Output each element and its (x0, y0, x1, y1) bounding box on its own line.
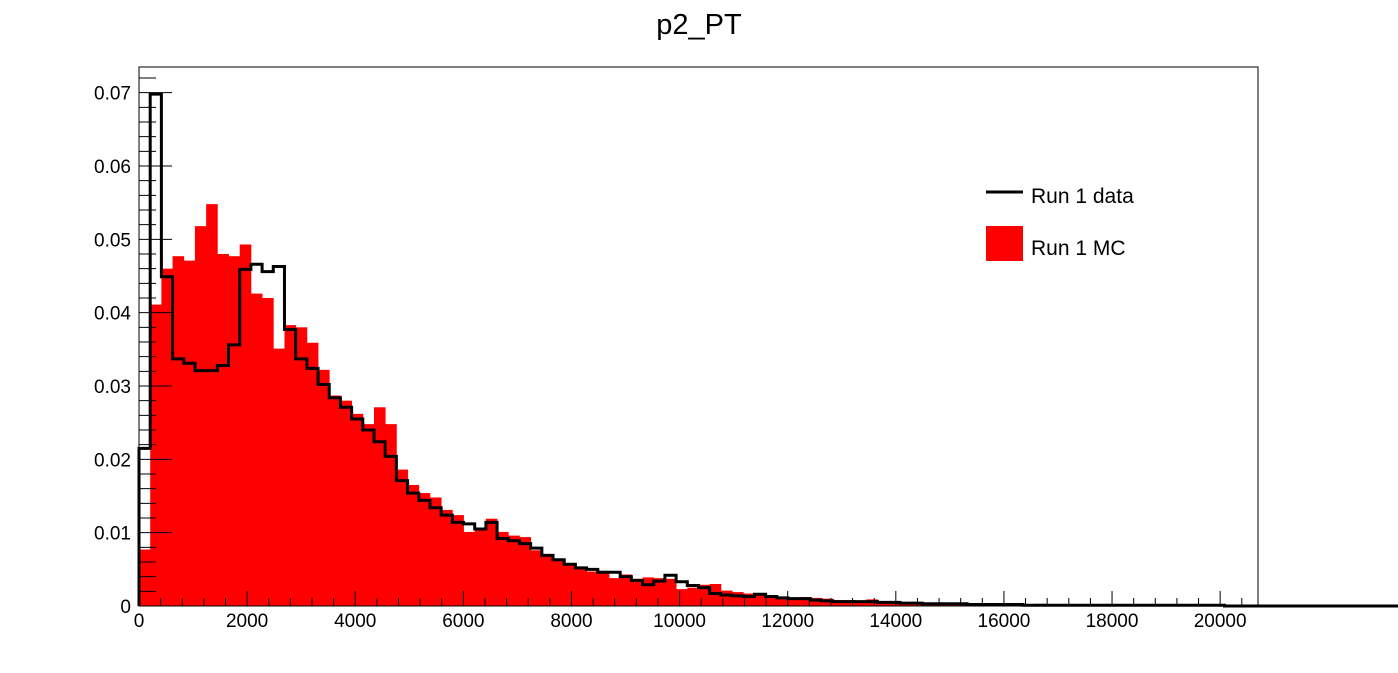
mc-bar (273, 348, 285, 606)
mc-bar (642, 577, 655, 606)
mc-bar (373, 407, 386, 606)
legend-mc-fill-swatch (986, 226, 1023, 261)
y-tick-label: 0.01 (94, 524, 131, 545)
mc-bar (385, 424, 397, 606)
mc-bar (441, 509, 453, 606)
mc-bar (664, 578, 677, 606)
mc-bar (407, 485, 420, 606)
x-axis: 0 2000 4000 6000 8000 10000 12000 14000 16000 180… (134, 591, 1247, 632)
x-tick-label: 16000 (978, 611, 1031, 632)
mc-bar (855, 600, 867, 606)
x-tick-label: 2000 (226, 611, 268, 632)
x-tick-label: 0 (134, 611, 145, 632)
x-tick-label: 12000 (761, 611, 814, 632)
mc-bar (306, 342, 319, 606)
mc-bar (239, 244, 252, 606)
x-tick-label: 20000 (1194, 611, 1247, 632)
mc-bar (575, 567, 587, 606)
mc-bar (262, 298, 274, 606)
mc-bar (329, 395, 341, 606)
mc-bar (687, 587, 699, 606)
legend-mc-label: Run 1 MC (1031, 237, 1126, 260)
mc-bar (139, 549, 151, 606)
y-tick-label: 0.04 (94, 304, 131, 325)
mc-bar (284, 325, 297, 606)
mc-bar (743, 593, 755, 606)
mc-bar (295, 327, 308, 606)
mc-bar (362, 424, 375, 606)
mc-bar (396, 469, 408, 606)
mc-bar (183, 260, 196, 606)
mc-bar (564, 563, 576, 606)
mc-bar (474, 527, 487, 606)
y-tick-label: 0.05 (94, 230, 131, 251)
mc-bar (452, 515, 464, 606)
mc-histogram-bars (139, 204, 1398, 606)
mc-bar (351, 413, 364, 606)
mc-bar (541, 553, 554, 606)
mc-bar (608, 578, 621, 606)
data-step-line (137, 92, 1398, 608)
mc-bar (720, 590, 733, 606)
legend: Run 1 data Run 1 MC (986, 185, 1134, 261)
mc-bar (519, 537, 532, 606)
mc-bar (485, 518, 498, 606)
mc-bar (161, 268, 173, 606)
mc-bar (340, 400, 353, 606)
chart-title: p2_PT (656, 9, 742, 41)
mc-bar (318, 369, 330, 606)
mc-bar (810, 597, 822, 606)
x-tick-label: 4000 (334, 611, 376, 632)
mc-bar (776, 597, 789, 606)
mc-bar (150, 304, 162, 606)
x-tick-label: 10000 (653, 611, 706, 632)
y-tick-label: 0.06 (94, 157, 131, 178)
x-tick-label: 8000 (550, 611, 592, 632)
mc-bar (172, 256, 185, 606)
mc-bar (463, 531, 476, 606)
y-tick-label: 0.03 (94, 377, 131, 398)
mc-bar (653, 578, 666, 606)
mc-bar (194, 226, 207, 606)
mc-bar (597, 570, 610, 606)
mc-bar (206, 204, 218, 606)
legend-data-label: Run 1 data (1031, 185, 1134, 208)
mc-bar (754, 593, 767, 606)
mc-bar (217, 254, 229, 606)
y-tick-label: 0.02 (94, 450, 131, 471)
mc-bar (765, 596, 778, 606)
mc-bar (508, 535, 520, 606)
x-tick-label: 6000 (442, 611, 484, 632)
mc-bar (429, 497, 442, 606)
mc-bar (530, 550, 543, 606)
mc-bar (676, 589, 688, 606)
x-tick-label: 18000 (1086, 611, 1139, 632)
y-tick-label: 0.07 (94, 84, 131, 105)
mc-bar (732, 592, 744, 606)
mc-bar (228, 256, 241, 606)
mc-bar (418, 493, 431, 606)
x-tick-label: 14000 (869, 611, 922, 632)
mc-bar (698, 584, 711, 606)
mc-bar (497, 531, 509, 606)
mc-bar (250, 293, 263, 606)
mc-bar (620, 574, 632, 606)
mc-bar (586, 571, 599, 606)
mc-bar (553, 560, 565, 606)
mc-bar (799, 597, 811, 606)
mc-bar (788, 599, 800, 606)
y-tick-label: 0 (120, 597, 131, 618)
y-axis: 0 0.01 0.02 0.03 0.04 0.05 0.06 0.07 (94, 77, 172, 618)
plot-frame (138, 66, 1259, 607)
mc-bar (631, 578, 643, 606)
